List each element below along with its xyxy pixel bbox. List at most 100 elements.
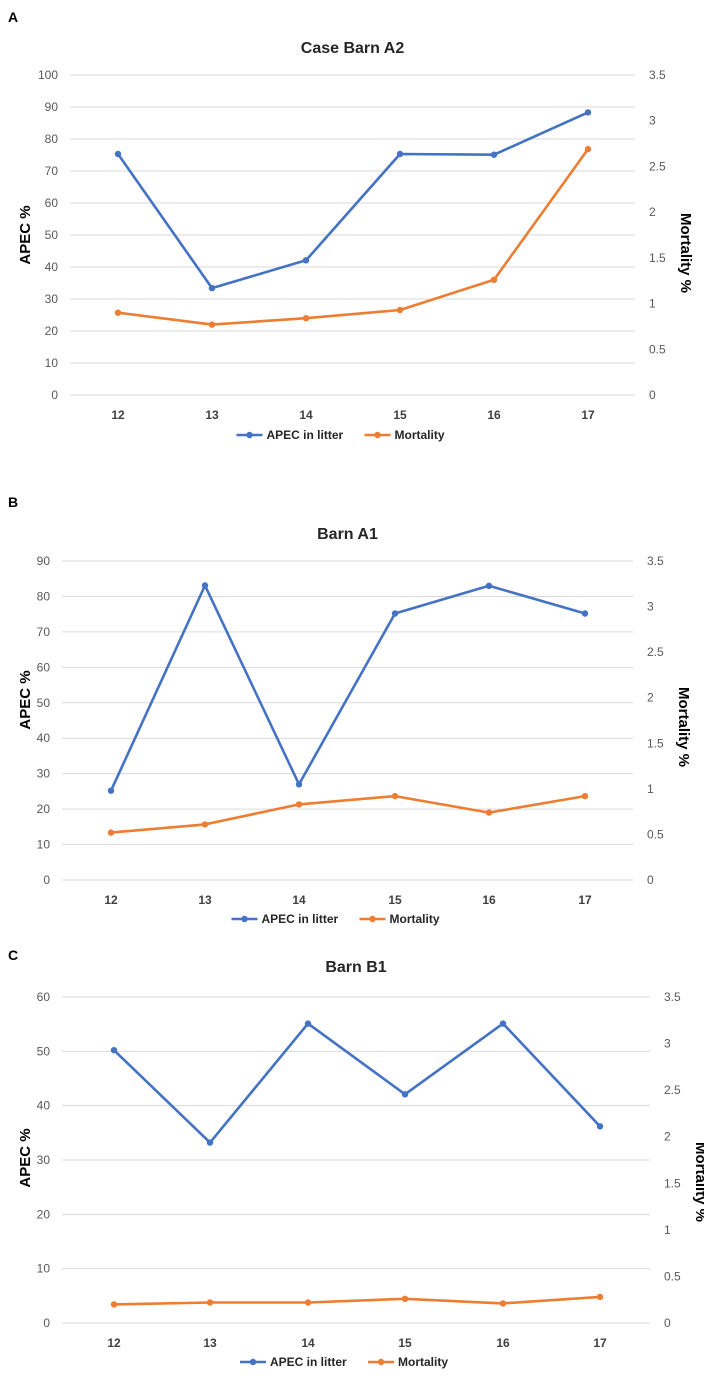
mortality-data-point bbox=[396, 306, 404, 314]
apec-data-point bbox=[304, 1020, 312, 1027]
y2-tick-label: 3 bbox=[649, 114, 656, 128]
apec-data-point bbox=[295, 781, 303, 788]
y-tick-label: 10 bbox=[37, 1262, 51, 1276]
y-tick-label: 70 bbox=[37, 625, 51, 639]
y2-tick-label: 2 bbox=[649, 205, 656, 219]
apec-data-point bbox=[499, 1020, 507, 1027]
mortality-data-point bbox=[110, 1301, 118, 1308]
apec-data-point bbox=[581, 610, 589, 617]
y2-tick-label: 3 bbox=[664, 1037, 671, 1051]
x-tick-label: 16 bbox=[487, 408, 501, 422]
y-tick-label: 60 bbox=[45, 196, 59, 210]
x-tick-label: 13 bbox=[203, 1336, 217, 1350]
apec-data-point bbox=[110, 1047, 118, 1054]
y-tick-label: 30 bbox=[37, 767, 51, 781]
apec-series-line bbox=[109, 584, 586, 792]
y2-tick-label: 1.5 bbox=[664, 1176, 681, 1190]
mortality-data-point bbox=[581, 792, 589, 800]
y2-tick-label: 1 bbox=[647, 782, 654, 796]
y2-tick-label: 3.5 bbox=[647, 554, 664, 568]
x-tick-label: 13 bbox=[198, 893, 212, 907]
y2-tick-label: 2 bbox=[647, 691, 654, 705]
y2-tick-label: 2.5 bbox=[647, 645, 664, 659]
legend-label: APEC in litter bbox=[270, 1355, 347, 1369]
mortality-data-point bbox=[206, 1299, 214, 1306]
apec-data-point bbox=[391, 610, 399, 617]
x-tick-label: 15 bbox=[398, 1336, 412, 1350]
y-tick-label: 50 bbox=[37, 1044, 51, 1058]
x-tick-label: 16 bbox=[496, 1336, 510, 1350]
apec-series-line bbox=[116, 111, 589, 290]
chart-title: Barn B1 bbox=[325, 959, 386, 976]
mortality-data-point bbox=[295, 801, 303, 808]
y-tick-label: 0 bbox=[51, 388, 58, 402]
x-tick-label: 13 bbox=[205, 408, 219, 422]
y2-tick-label: 3 bbox=[647, 600, 654, 614]
y2-tick-label: 3.5 bbox=[649, 68, 666, 82]
mortality-data-point bbox=[107, 829, 115, 836]
legend-label: Mortality bbox=[398, 1355, 448, 1369]
y-tick-label: 40 bbox=[45, 260, 59, 274]
x-tick-label: 12 bbox=[107, 1336, 121, 1350]
y2-tick-label: 1 bbox=[664, 1223, 671, 1237]
y-tick-label: 70 bbox=[45, 164, 59, 178]
y-axis-label: APEC % bbox=[17, 205, 34, 264]
x-tick-label: 12 bbox=[104, 893, 118, 907]
y-axis-label: APEC % bbox=[17, 1128, 34, 1187]
panel-label: A bbox=[8, 9, 18, 25]
y-tick-label: 0 bbox=[43, 873, 50, 887]
legend-label: Mortality bbox=[390, 912, 440, 926]
mortality-data-point bbox=[485, 809, 493, 816]
y-tick-label: 20 bbox=[37, 802, 51, 816]
y-tick-label: 10 bbox=[37, 838, 51, 852]
apec-data-point bbox=[201, 582, 209, 589]
mortality-data-point bbox=[201, 821, 209, 828]
y2-tick-label: 0 bbox=[664, 1316, 671, 1330]
apec-data-point bbox=[485, 582, 493, 589]
apec-data-point bbox=[208, 284, 216, 292]
mortality-data-point bbox=[391, 792, 399, 800]
x-tick-label: 15 bbox=[393, 408, 407, 422]
legend-swatch-marker bbox=[377, 1358, 385, 1366]
apec-data-point bbox=[396, 150, 404, 158]
apec-data-point bbox=[584, 109, 592, 116]
y-tick-label: 50 bbox=[37, 696, 51, 710]
y2-axis-label: Mortality % bbox=[677, 213, 694, 293]
y2-axis-label: Mortality % bbox=[692, 1142, 704, 1222]
chart-title: Case Barn A2 bbox=[301, 40, 405, 57]
mortality-series-line bbox=[113, 1295, 601, 1306]
legend-swatch-marker bbox=[369, 915, 376, 923]
mortality-data-point bbox=[208, 321, 216, 328]
legend-swatch-marker bbox=[374, 431, 381, 439]
legend-swatch-marker bbox=[249, 1358, 257, 1366]
y2-tick-label: 0 bbox=[647, 873, 654, 887]
x-tick-label: 17 bbox=[593, 1336, 607, 1350]
y-tick-label: 90 bbox=[37, 554, 51, 568]
y-tick-label: 100 bbox=[38, 68, 58, 82]
y-tick-label: 10 bbox=[45, 356, 59, 370]
y-tick-label: 20 bbox=[45, 324, 59, 338]
y2-tick-label: 1 bbox=[649, 297, 656, 311]
mortality-data-point bbox=[499, 1300, 507, 1307]
x-tick-label: 15 bbox=[388, 893, 402, 907]
x-tick-label: 17 bbox=[578, 893, 592, 907]
y2-tick-label: 0 bbox=[649, 388, 656, 402]
y-tick-label: 0 bbox=[43, 1316, 50, 1330]
apec-data-point bbox=[401, 1091, 409, 1098]
y-tick-label: 30 bbox=[37, 1153, 51, 1167]
apec-data-point bbox=[490, 151, 498, 158]
y-tick-label: 60 bbox=[37, 660, 51, 674]
y-tick-label: 50 bbox=[45, 228, 59, 242]
apec-data-point bbox=[114, 150, 122, 158]
legend-label: APEC in litter bbox=[267, 428, 344, 442]
apec-data-point bbox=[302, 257, 310, 264]
apec-series-line bbox=[113, 1022, 601, 1144]
apec-data-point bbox=[596, 1123, 604, 1130]
y2-tick-label: 2.5 bbox=[664, 1083, 681, 1097]
y2-tick-label: 3.5 bbox=[664, 990, 681, 1004]
chart-panel-b: B Barn A1 0 10 20 30 40 50 60 70 80 90 0 0.5 1 1.5 2 2.5 3… bbox=[8, 494, 692, 926]
chart-title: Barn A1 bbox=[317, 526, 378, 543]
mortality-series-line bbox=[110, 794, 586, 834]
